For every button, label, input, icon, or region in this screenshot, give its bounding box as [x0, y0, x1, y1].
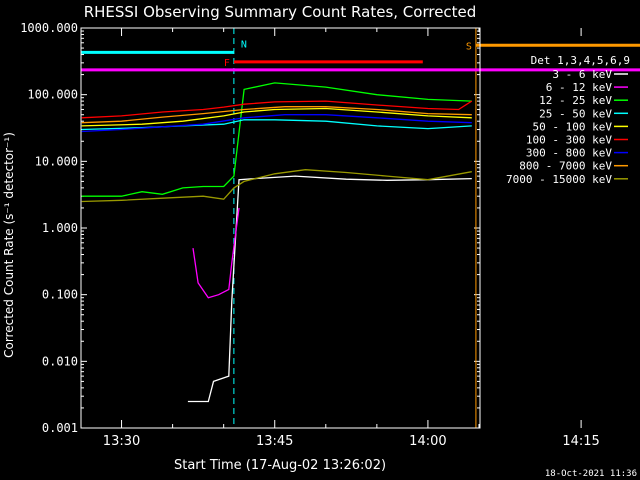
legend-header: Det 1,3,4,5,6,9 [531, 54, 630, 67]
legend-label-7: 800 - 7000 keV [519, 160, 612, 173]
footer-timestamp: 18-Oct-2021 11:36 [545, 469, 637, 479]
flag-label-n: N [241, 39, 247, 50]
series-line-8-0 [81, 169, 472, 203]
legend-label-8: 7000 - 15000 keV [506, 173, 612, 186]
x-tick-label: 14:00 [409, 434, 446, 449]
legend-label-5: 100 - 300 keV [526, 134, 612, 147]
plot-frame [80, 27, 481, 429]
y-tick-label: 0.001 [42, 421, 78, 435]
series-line-2-0 [81, 82, 472, 197]
x-tick-label: 13:45 [256, 434, 293, 449]
series-line-5-0 [81, 100, 473, 119]
y-tick-label: 1.000 [42, 221, 78, 235]
y-tick-label: 1000.000 [20, 21, 78, 35]
x-tick-label: 13:30 [103, 434, 140, 449]
y-tick-label: 100.000 [27, 88, 78, 102]
flag-label-s: S [466, 41, 472, 52]
series-line-4-0 [81, 107, 472, 127]
y-axis-label: Corrected Count Rate (s⁻¹ detector⁻¹) [2, 132, 16, 358]
flag-label-f: F [224, 58, 230, 69]
series-line-6-0 [81, 114, 472, 133]
y-tick-label: 0.100 [42, 288, 78, 302]
legend-label-1: 6 - 12 keV [546, 81, 613, 94]
y-tick-label: 10.000 [35, 154, 78, 168]
x-tick-label: 14:15 [562, 434, 599, 449]
legend-label-0: 3 - 6 keV [552, 68, 612, 81]
y-tick-label: 0.010 [42, 354, 78, 368]
legend-label-2: 12 - 25 keV [539, 94, 612, 107]
series-line-7-0 [81, 106, 472, 124]
series-line-0-0 [187, 175, 472, 403]
x-axis-label: Start Time (17-Aug-02 13:26:02) [174, 458, 386, 473]
series-line-1-0 [192, 207, 240, 299]
chart-title: RHESSI Observing Summary Count Rates, Co… [84, 3, 477, 21]
legend-label-4: 50 - 100 keV [533, 120, 613, 133]
legend-label-3: 25 - 50 keV [539, 107, 612, 120]
legend-label-6: 300 - 800 keV [526, 147, 612, 160]
